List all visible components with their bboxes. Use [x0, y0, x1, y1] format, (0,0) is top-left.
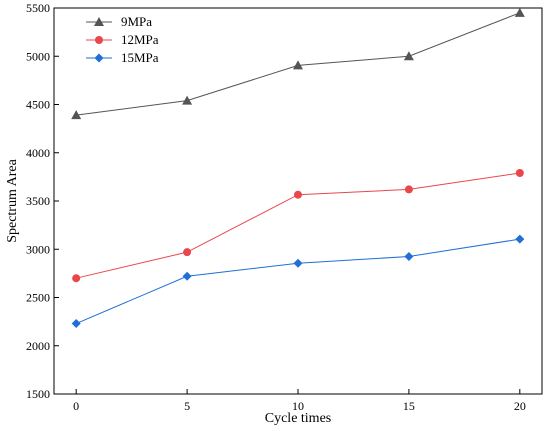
series-15mpa: [71, 234, 525, 329]
x-tick-label: 10: [292, 399, 304, 413]
y-tick-label: 4500: [26, 98, 50, 112]
data-point: [404, 185, 413, 194]
y-tick-label: 1500: [26, 387, 50, 401]
series-line: [75, 238, 520, 325]
y-tick-label: 2500: [26, 291, 50, 305]
data-point: [183, 248, 192, 257]
legend-label: 15MPa: [121, 50, 159, 65]
data-point: [294, 190, 302, 199]
legend-marker: [94, 53, 104, 63]
y-tick-label: 2000: [26, 339, 50, 353]
data-point: [293, 60, 303, 70]
y-tick-label: 3500: [26, 194, 50, 208]
data-point: [515, 234, 525, 244]
x-axis: 0 5 10 15 20: [73, 389, 526, 413]
data-point: [182, 95, 193, 105]
x-tick-label: 0: [73, 399, 79, 413]
legend-entry: 15MPa: [86, 50, 159, 65]
y-tick-label: 4000: [26, 146, 50, 160]
legend-label: 9MPa: [121, 14, 152, 29]
data-point: [71, 319, 81, 329]
series-9mpa: [71, 7, 525, 120]
data-point: [404, 251, 414, 261]
legend-entry: 12MPa: [86, 32, 159, 47]
x-tick-label: 5: [184, 399, 190, 413]
legend-entry: 9MPa: [86, 14, 152, 29]
y-tick-label: 5000: [26, 49, 50, 63]
data-point: [71, 110, 82, 120]
y-axis-title: Spectrum Area: [5, 158, 20, 242]
series-12mpa: [72, 169, 524, 283]
y-tick-label: 3000: [26, 242, 50, 256]
x-axis-title: Cycle times: [265, 411, 332, 426]
series-layer: [71, 7, 525, 329]
data-point: [403, 51, 414, 61]
legend-label: 12MPa: [121, 32, 159, 47]
data-point: [293, 258, 303, 268]
data-point: [514, 7, 525, 17]
x-tick-label: 15: [403, 399, 415, 413]
legend: 9MPa 12MPa 15MPa: [86, 14, 159, 65]
x-tick-label: 20: [514, 399, 526, 413]
legend-marker: [95, 36, 103, 44]
data-point: [72, 274, 81, 283]
legend-marker: [94, 17, 104, 26]
data-point: [515, 169, 524, 178]
data-point: [182, 271, 192, 281]
y-axis: 1500 2000 2500 3000 3500 4000 4500 5000 5500: [26, 1, 59, 401]
y-tick-label: 5500: [26, 1, 50, 15]
